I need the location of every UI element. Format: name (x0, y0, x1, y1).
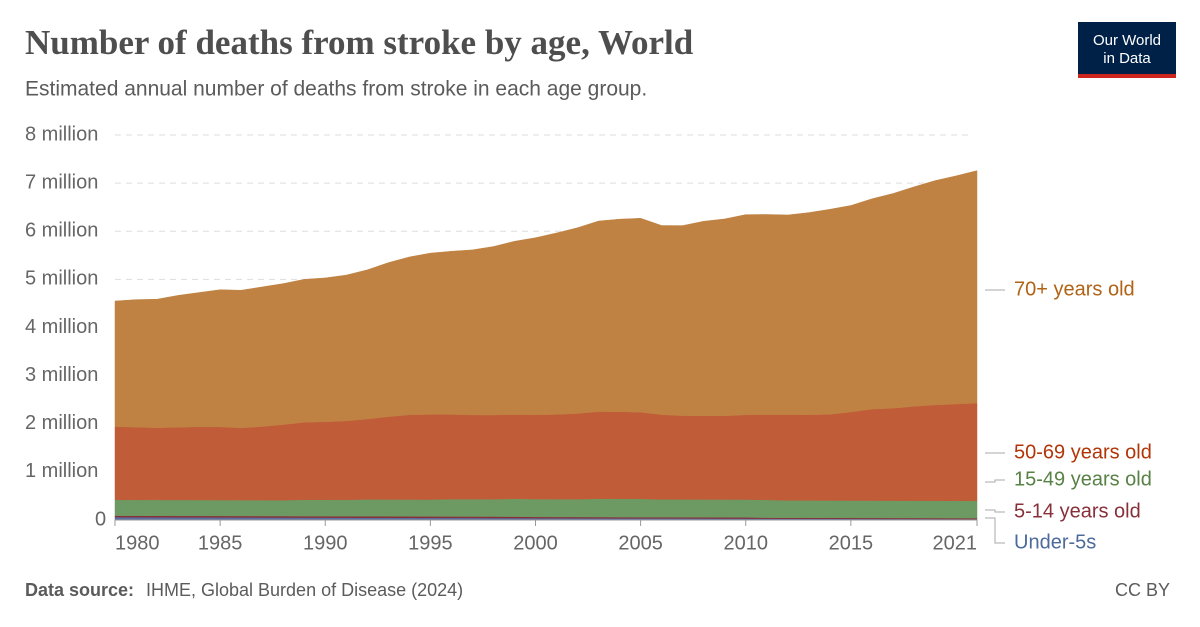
x-tick-label: 1985 (198, 532, 243, 554)
chart-subtitle: Estimated annual number of deaths from s… (25, 78, 647, 101)
area (114, 170, 978, 429)
label-connector (985, 517, 1005, 544)
x-tick-label: 1995 (408, 532, 453, 554)
x-tick-label: 2005 (618, 532, 663, 554)
logo-box (1078, 22, 1176, 78)
label-connector (985, 509, 1005, 513)
plot: 0 1 million 2 million 3 million 4 million 5 m… (25, 123, 1152, 554)
x-tick-label: 2015 (829, 532, 874, 554)
series-label: 70+ years old (1014, 278, 1135, 300)
x-tick-label: 2000 (513, 532, 558, 554)
y-tick-label: 0 (95, 508, 106, 530)
x-tick-label: 2010 (723, 532, 768, 554)
y-tick-label: 1 million (25, 460, 98, 482)
x-tick-label: 1990 (303, 532, 348, 554)
series-label: Under-5s (1014, 531, 1096, 553)
y-tick-label: 2 million (25, 412, 98, 434)
license: CC BY (1115, 580, 1170, 600)
chart-title: Number of deaths from stroke by age, Wor… (25, 23, 694, 62)
area (114, 498, 978, 519)
logo-underline (1078, 74, 1176, 78)
source-label: Data source: (25, 580, 134, 600)
x-tick-label: 1980 (115, 532, 160, 554)
y-tick-label: 4 million (25, 316, 98, 338)
series-label: 5-14 years old (1014, 500, 1141, 522)
x-tick-label: 2021 (933, 532, 978, 554)
y-tick-label: 3 million (25, 364, 98, 386)
y-tick-label: 8 million (25, 123, 98, 145)
logo-text: in Data (1103, 50, 1151, 67)
series-label: 50-69 years old (1014, 441, 1152, 463)
logo-text: Our World (1093, 32, 1161, 49)
y-tick-label: 5 million (25, 268, 98, 290)
series-label: 15-49 years old (1014, 468, 1152, 490)
label-connector (985, 479, 1005, 483)
source: IHME, Global Burden of Disease (2024) (146, 580, 463, 600)
y-tick-label: 6 million (25, 220, 98, 242)
y-tick-label: 7 million (25, 171, 98, 193)
